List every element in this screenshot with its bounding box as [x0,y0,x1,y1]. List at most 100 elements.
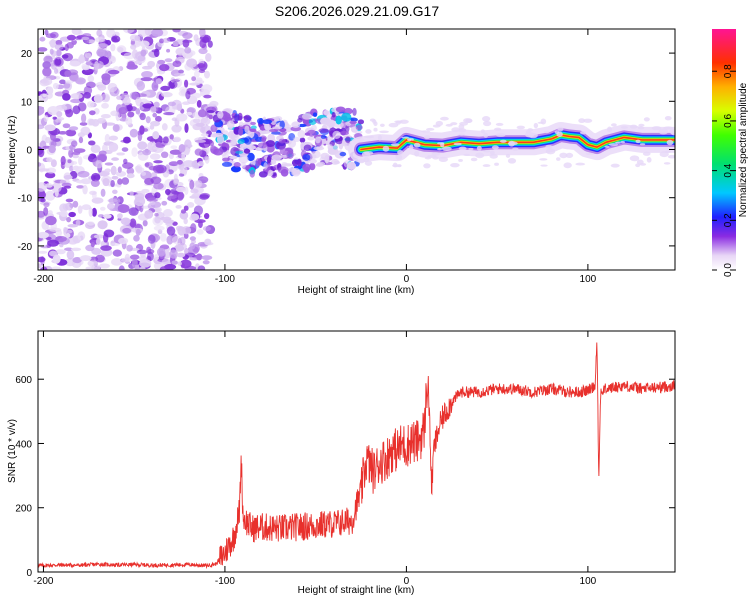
noise-blob [152,164,164,174]
noise-blob [106,202,115,210]
noise-blob [85,81,96,89]
transition-blob [286,150,294,160]
transition-blob [222,157,230,162]
transition-blob [249,169,255,178]
noise-blob [115,111,120,122]
x-tick-label: 0 [404,576,410,587]
ridge-halo-blob [489,150,495,155]
noise-blob [55,235,67,243]
transition-blob [208,114,213,120]
noise-blob [118,265,125,270]
noise-blob [43,202,50,208]
ridge-halo-blob [663,126,674,130]
x-tick-label: -100 [215,274,235,285]
ridge-halo-blob [423,135,431,140]
noise-blob [82,33,92,38]
noise-blob [101,73,111,81]
noise-blob [191,92,202,99]
noise-blob [139,101,145,111]
noise-blob [129,91,139,100]
snr-frame [37,330,676,573]
transition-blob [265,140,276,147]
noise-blob [116,95,122,100]
ridge-halo-blob [608,143,619,147]
ridge-halo-blob [401,136,409,139]
noise-blob [124,253,130,262]
noise-blob [68,148,74,158]
transition-blob [335,128,341,132]
ridge-halo-blob [395,154,403,160]
noise-blob [154,206,162,213]
transition-blob [312,112,318,117]
colorbar-label: Normalized spectral amplitude [738,82,749,217]
noise-blob [155,78,162,85]
noise-blob [162,136,169,144]
noise-blob [173,178,178,186]
noise-blob [159,266,170,270]
noise-blob [104,168,111,173]
noise-blob [43,114,49,123]
noise-blob [176,113,188,122]
noise-blob [56,111,63,118]
noise-blob [194,139,207,143]
noise-blob [137,141,148,150]
noise-blob [128,207,139,216]
ridge-halo-blob [414,150,420,157]
noise-blob [121,147,129,152]
noise-blob [153,225,165,231]
noise-blob [70,161,78,165]
ridge-halo-blob [663,162,671,165]
ridge-layer-6 [360,134,675,151]
noise-blob [111,258,123,266]
noise-blob [117,213,123,219]
ridge-halo-blob [390,143,400,147]
ridge-halo-blob [458,159,463,162]
transition-blob [307,129,317,137]
y-tick-label: 600 [15,375,32,386]
noise-blob [199,194,210,200]
noise-blob [121,177,130,185]
noise-blob [167,101,177,107]
transition-blob [282,163,294,167]
noise-blob [184,46,192,54]
noise-blob [177,261,182,266]
transition-blob [310,124,317,131]
noise-blob [108,197,121,205]
noise-blob [53,57,64,67]
noise-blob [65,233,71,239]
colorbar [712,29,736,270]
noise-blob [38,263,42,269]
noise-blob [62,93,71,101]
spectrogram-y-label: Frequency (Hz) [7,116,18,185]
transition-blob [339,130,349,136]
noise-blob [142,149,152,156]
ridge-halo-blob [638,123,645,127]
transition-blob [297,117,303,123]
noise-blob [139,259,152,268]
transition-blob [296,158,302,167]
ridge-halo-blob [489,153,498,159]
noise-blob [75,77,86,85]
noise-blob [100,188,106,197]
noise-blob [183,205,189,211]
noise-blob [161,200,168,206]
noise-blob [115,170,127,177]
transition-blob [238,127,244,136]
snr-plot: -200 -100 0 100 0 200 400 600 Height of straig… [7,330,676,596]
transition-blob [263,162,268,170]
ridge-halo-blob [450,162,460,168]
transition-blob [209,100,219,107]
noise-blob [146,246,152,255]
noise-blob [201,84,213,93]
noise-blob [123,96,131,106]
noise-blob [59,210,68,217]
noise-blob [207,40,213,48]
noise-blob [45,215,57,226]
noise-blob [54,187,59,198]
ridge-halo-blob [437,148,443,151]
noise-blob [166,226,176,236]
noise-blob [152,131,160,140]
x-tick-label: 100 [580,576,597,587]
ridge-halo-blob [365,129,372,134]
noise-blob [118,237,129,245]
